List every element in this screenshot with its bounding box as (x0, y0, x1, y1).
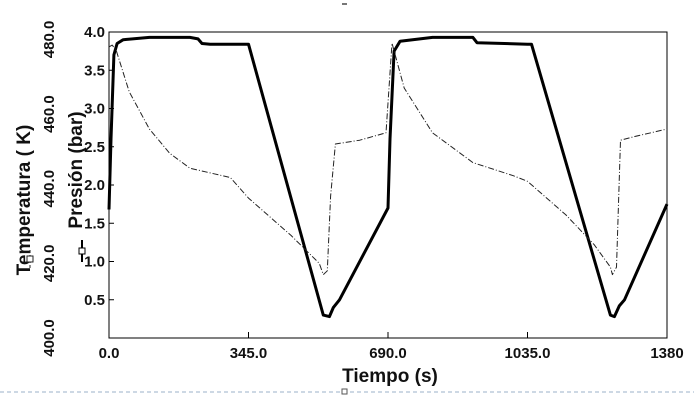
pressure-tick-label: 1.0 (84, 254, 105, 271)
right-axis-title-group: Presión (bar) (66, 111, 87, 228)
temperature-tick-label: 420.0 (41, 245, 58, 283)
legend-sample-pressure (78, 240, 86, 262)
y-axis-title-temperature: Temperatura ( K) (14, 125, 35, 276)
top-handle[interactable] (342, 3, 347, 5)
x-tick-label: 1380 (650, 345, 683, 362)
pressure-tick-label: 2.0 (84, 177, 105, 194)
temperature-tick-label: 440.0 (41, 170, 58, 208)
temperature-tick-group: 420.0 (41, 245, 58, 283)
pressure-tick-label: 2.5 (84, 139, 105, 156)
pressure-tick-label: 1.5 (84, 215, 105, 232)
series-temperature-line (108, 42, 668, 276)
series-layer (107, 35, 669, 319)
x-tick-label: 345.0 (230, 345, 268, 362)
temperature-tick-group: 460.0 (41, 95, 58, 133)
pressure-tick-label: 0.5 (84, 292, 105, 309)
x-tick-label: 690.0 (369, 345, 407, 362)
temperature-tick-label: 480.0 (41, 21, 58, 59)
temperature-tick-group: 480.0 (41, 21, 58, 59)
x-tick-label: 1035.0 (505, 345, 551, 362)
bottom-handle[interactable] (341, 388, 348, 395)
x-tick-label: 0.0 (99, 345, 120, 362)
legend-sample-temperature (26, 250, 34, 268)
tick-layer: 0.0 345.0 690.0 1035.0 1380 400.0 420.0 440.0 46… (41, 21, 684, 362)
pressure-tick-label: 3.5 (84, 62, 105, 79)
temperature-tick-group: 400.0 (41, 319, 58, 357)
temperature-tick-label: 460.0 (41, 95, 58, 133)
series-pressure-line (107, 35, 669, 319)
temperature-tick-group: 440.0 (41, 170, 58, 208)
x-axis-title: Tiempo (s) (342, 366, 438, 387)
y-axis-title-pressure: Presión (bar) (66, 111, 87, 228)
pressure-tick-label: 4.0 (84, 24, 105, 41)
temperature-tick-label: 400.0 (41, 319, 58, 357)
left-axis-title-group: Temperatura ( K) (14, 125, 35, 276)
pressure-tick-label: 3.0 (84, 101, 105, 118)
